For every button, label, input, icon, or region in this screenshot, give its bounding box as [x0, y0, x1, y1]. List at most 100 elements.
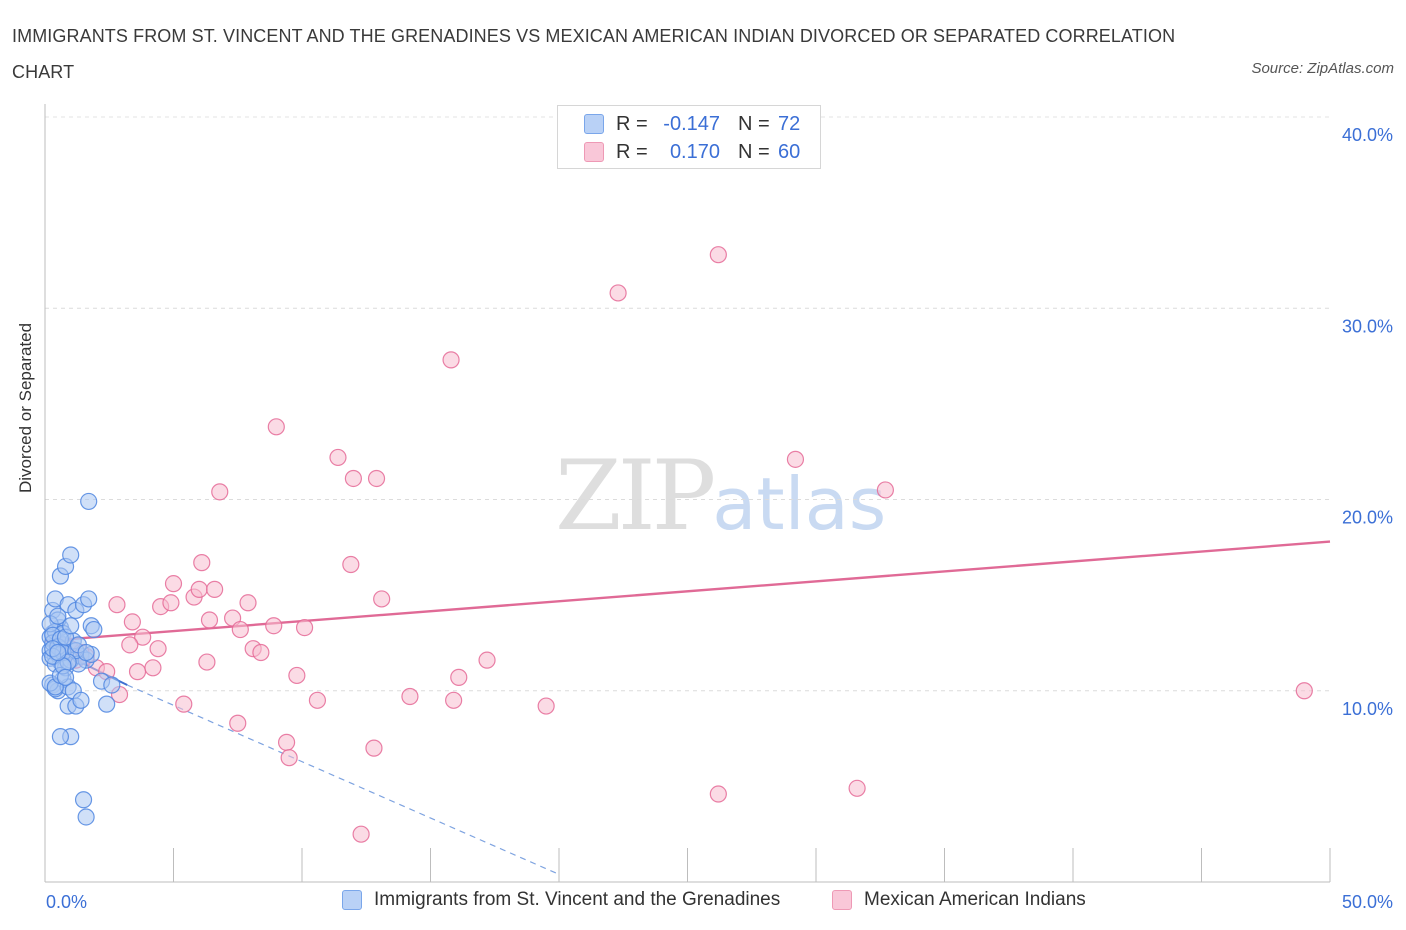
point-mexican-american-indians	[365, 739, 383, 757]
point-mexican-american-indians	[149, 640, 167, 658]
series-legend-label: Mexican American Indians	[864, 889, 1086, 910]
point-immigrants	[77, 808, 95, 826]
watermark-zip: ZIP	[555, 440, 716, 552]
point-mexican-american-indians	[211, 483, 229, 501]
point-mexican-american-indians	[848, 779, 866, 797]
point-mexican-american-indians	[709, 785, 727, 803]
series-swatch-pink	[832, 890, 852, 910]
legend-r-value: 0.170	[669, 140, 720, 163]
correlation-legend: R = -0.147 N = 72 R = 0.170 N = 60	[557, 105, 821, 169]
point-mexican-american-indians	[128, 663, 147, 681]
point-mexican-american-indians	[164, 575, 183, 593]
trend-lines	[44, 540, 1331, 875]
point-immigrants	[77, 643, 95, 662]
point-mexican-american-indians	[329, 448, 347, 467]
point-mexican-american-indians	[123, 613, 141, 631]
x-tick-label: 0.0%	[46, 892, 87, 912]
point-mexican-american-indians	[442, 351, 460, 369]
point-mexican-american-indians	[308, 691, 327, 709]
y-axis-label: Divorced or Separated	[16, 322, 35, 493]
point-mexican-american-indians	[198, 653, 216, 671]
point-mexican-american-indians	[344, 469, 362, 488]
point-immigrants	[72, 691, 90, 709]
point-mexican-american-indians	[162, 594, 180, 612]
point-mexican-american-indians	[121, 636, 139, 654]
point-immigrants	[103, 676, 121, 694]
trend-line-immigrants-extension	[126, 684, 560, 875]
series-legend-label: Immigrants from St. Vincent and the Gren…	[374, 889, 781, 910]
point-mexican-american-indians	[175, 695, 193, 713]
point-mexican-american-indians	[108, 596, 126, 614]
point-mexican-american-indians	[342, 555, 360, 574]
point-mexican-american-indians	[229, 714, 247, 732]
point-mexican-american-indians	[267, 418, 285, 436]
point-mexican-american-indians	[231, 620, 249, 639]
point-mexican-american-indians	[200, 611, 219, 629]
y-tick-label: 10.0%	[1342, 699, 1393, 719]
point-mexican-american-indians	[295, 619, 314, 637]
point-immigrants	[74, 791, 93, 809]
point-immigrants	[80, 492, 98, 511]
point-mexican-american-indians	[367, 469, 386, 488]
point-immigrants	[51, 728, 70, 746]
point-immigrants	[49, 643, 67, 662]
point-mexican-american-indians	[401, 687, 419, 706]
point-immigrants	[85, 620, 103, 639]
point-mexican-american-indians	[537, 697, 555, 715]
point-mexican-american-indians	[277, 733, 296, 751]
legend-row-mexican-american-indians: R = 0.170 N = 60	[584, 141, 800, 163]
legend-r-label: R =	[616, 112, 648, 135]
series-legend: Immigrants from St. Vincent and the Gren…	[0, 889, 1406, 915]
point-immigrants	[62, 617, 80, 635]
series-legend-item-mexican-american-indians: Mexican American Indians	[832, 889, 1086, 911]
point-mexican-american-indians	[190, 580, 208, 598]
point-mexican-american-indians	[239, 594, 257, 612]
point-mexican-american-indians	[352, 825, 370, 843]
y-tick-label: 20.0%	[1342, 508, 1393, 528]
trend-line-mexican-american-indians	[44, 540, 1331, 643]
point-mexican-american-indians	[478, 651, 496, 669]
x-tick-label: 50.0%	[1342, 892, 1393, 912]
point-mexican-american-indians	[265, 617, 283, 635]
series-swatch-blue	[342, 890, 362, 910]
legend-n-value: 60	[778, 140, 801, 163]
point-mexican-american-indians	[144, 659, 162, 677]
legend-r-label: R =	[616, 140, 648, 163]
point-mexican-american-indians	[1295, 682, 1313, 700]
point-immigrants	[80, 590, 98, 608]
point-mexican-american-indians	[252, 643, 270, 662]
point-mexican-american-indians	[445, 691, 463, 709]
point-mexican-american-indians	[134, 628, 152, 646]
point-mexican-american-indians	[786, 450, 805, 468]
legend-n-label: N =	[738, 112, 770, 135]
point-mexican-american-indians	[288, 666, 306, 685]
point-immigrants	[98, 695, 116, 713]
y-tick-label: 40.0%	[1342, 125, 1393, 145]
legend-swatch-pink	[584, 142, 604, 162]
point-immigrants	[56, 668, 75, 686]
chart-title: IMMIGRANTS FROM ST. VINCENT AND THE GREN…	[12, 26, 1176, 82]
tick-labels: 10.0% 20.0% 30.0% 40.0% 0.0% 50.0%	[46, 125, 1393, 912]
legend-swatch-blue	[584, 114, 604, 134]
series-legend-item-immigrants: Immigrants from St. Vincent and the Gren…	[342, 889, 780, 911]
point-mexican-american-indians	[709, 246, 727, 264]
y-tick-label: 30.0%	[1342, 316, 1393, 336]
legend-n-value: 72	[778, 112, 801, 135]
legend-n-label: N =	[738, 140, 770, 163]
watermark-atlas: atlas	[712, 462, 887, 546]
chart-source: Source: ZipAtlas.com	[1251, 60, 1394, 77]
point-mexican-american-indians	[609, 284, 627, 302]
watermark: ZIPatlas	[555, 440, 886, 552]
point-immigrants	[49, 607, 67, 625]
legend-row-immigrants: R = -0.147 N = 72	[584, 113, 800, 135]
axes	[44, 104, 1331, 883]
data-points	[41, 246, 1313, 843]
point-mexican-american-indians	[193, 554, 211, 572]
legend-r-value: -0.147	[663, 112, 720, 135]
point-mexican-american-indians	[280, 749, 298, 767]
point-mexican-american-indians	[876, 481, 894, 499]
point-mexican-american-indians	[373, 590, 391, 608]
point-mexican-american-indians	[450, 668, 468, 686]
grid-lines	[45, 116, 1330, 692]
point-immigrants	[62, 546, 80, 564]
